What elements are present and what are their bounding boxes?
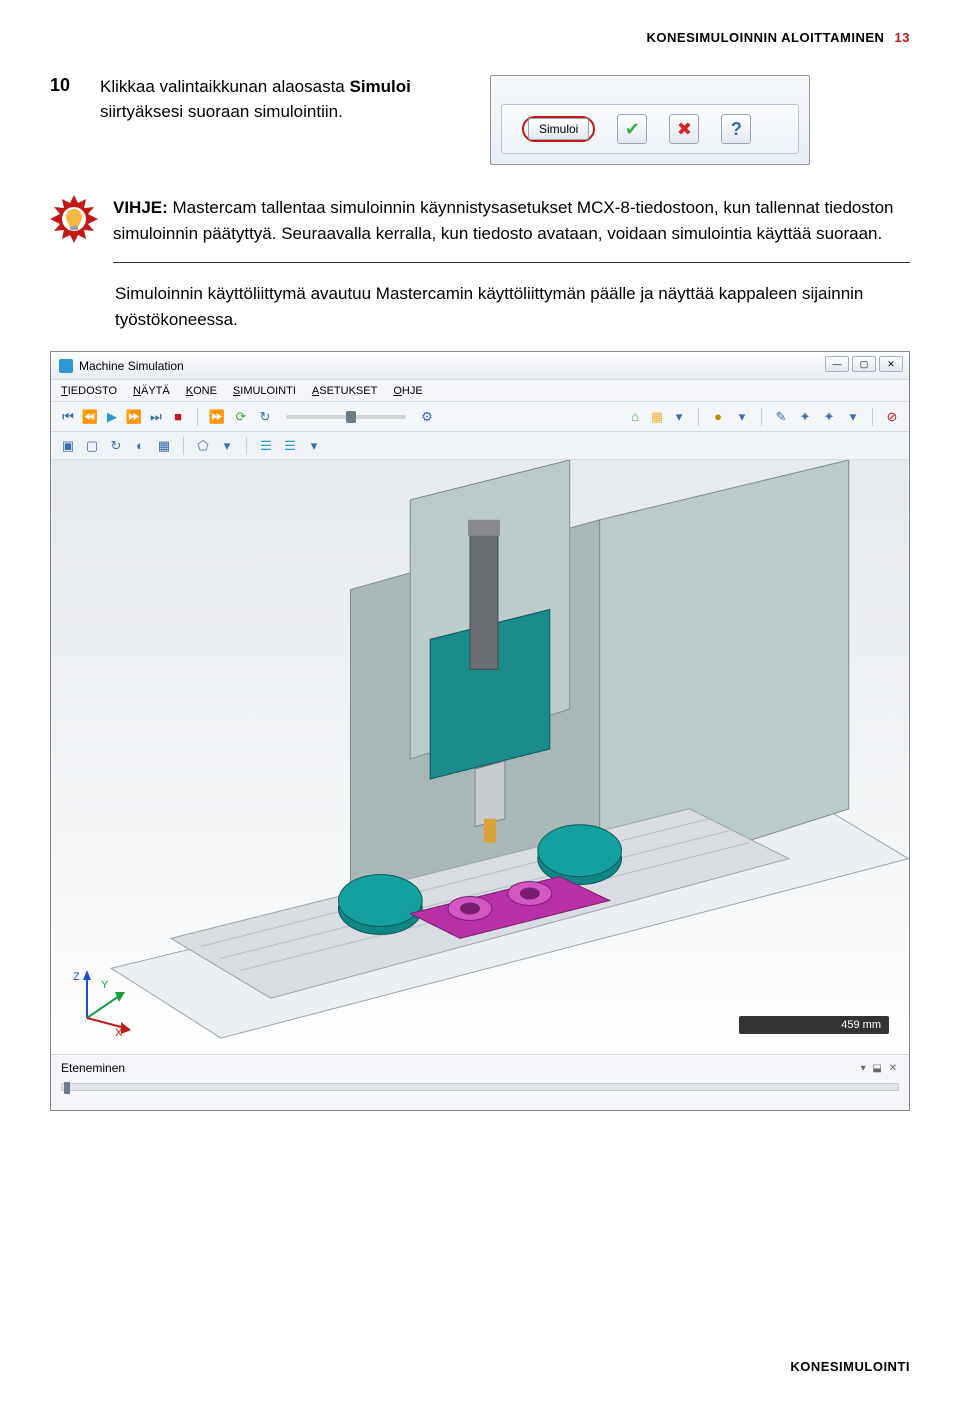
help-button[interactable]: ? [721,114,751,144]
toolbar-playback: ⏮ ⏪ ▶ ⏩ ⏭ ■ ⏩ ⟳ ↻ ⚙ ⌂ ▦ ▾ ● ▾ ✎ ✦ ✦ ▾ ⊘ [51,402,909,432]
x-icon: ✖ [677,119,692,140]
stop-red-icon[interactable]: ⊘ [883,408,901,426]
toolbar-separator [246,437,247,455]
dialog-screenshot: Simuloi ✔ ✖ ? [490,75,810,165]
progress-panel: Eteneminen ▾ ⬓ ✕ [51,1054,909,1110]
tip-icon [50,195,98,243]
palette-icon[interactable]: ▦ [648,408,666,426]
chevron-down-icon[interactable]: ▾ [844,408,862,426]
toolbar-separator [183,437,184,455]
menu-ohje[interactable]: OHJE [393,385,422,397]
chevron-down-icon[interactable]: ▾ [305,437,323,455]
progress-title: Eteneminen [61,1061,125,1075]
step-number: 10 [50,75,80,96]
app-screenshot: Machine Simulation — ▢ ✕ TIEDOSTO NÄYTÄ … [50,351,910,1111]
step-back-icon[interactable]: ⏪ [81,408,99,426]
toolbar-separator [761,408,762,426]
rotate-icon[interactable]: ↻ [107,437,125,455]
ok-button[interactable]: ✔ [617,114,647,144]
shade-icon[interactable]: ◐ [131,437,149,455]
after-tip-text: Simuloinnin käyttöliittymä avautuu Maste… [115,281,910,334]
refresh-icon[interactable]: ⟳ [232,408,250,426]
progress-slider[interactable] [61,1083,899,1091]
view-controls: ⌂ ▦ ▾ [626,408,688,426]
step-fwd-icon[interactable]: ⏩ [125,408,143,426]
question-icon: ? [731,119,742,140]
layers-icon[interactable]: ☰ [257,437,275,455]
chevron-down-icon[interactable]: ▾ [218,437,236,455]
page-header: KONESIMULOINNIN ALOITTAMINEN 13 [50,30,910,45]
app-icon [59,359,73,373]
tip-body: Mastercam tallentaa simuloinnin käynnist… [113,198,894,243]
tip-block: VIHJE: Mastercam tallentaa simuloinnin k… [50,195,910,263]
toolbar-separator [698,408,699,426]
home-icon[interactable]: ⌂ [626,408,644,426]
toolbar-display: ▣ ▢ ↻ ◐ ▦ ⬠ ▾ ☰ ☰ ▾ [51,432,909,460]
chevron-down-icon[interactable]: ▾ [733,408,751,426]
menu-asetukset[interactable]: ASETUKSET [312,385,377,397]
cancel-button[interactable]: ✖ [669,114,699,144]
viewport-3d[interactable]: Z Y X 459 mm [51,460,909,1054]
menubar: TIEDOSTO NÄYTÄ KONE SIMULOINTI ASETUKSET… [51,380,909,402]
window-title: Machine Simulation [79,359,184,373]
pentagon-icon[interactable]: ⬠ [194,437,212,455]
stop-icon[interactable]: ■ [169,408,187,426]
titlebar: Machine Simulation — ▢ ✕ [51,352,909,380]
tool-icon[interactable]: ✎ [772,408,790,426]
axis-triad: Z Y X [69,966,139,1036]
instruction-step: 10 Klikkaa valintaikkunan alaosasta Simu… [50,75,910,165]
maximize-button[interactable]: ▢ [852,356,876,372]
speed-slider[interactable] [286,415,406,419]
step-keyword: Simuloi [349,77,410,96]
skip-end-icon[interactable]: ⏭ [147,408,165,426]
toolbar-separator [872,408,873,426]
scale-label: 459 mm [841,1019,881,1031]
menu-simulointi[interactable]: SIMULOINTI [233,385,296,397]
scale-bar: 459 mm [739,1016,889,1034]
cube-outline-icon[interactable]: ▢ [83,437,101,455]
toolbar-separator [197,408,198,426]
loop-icon[interactable]: ↻ [256,408,274,426]
sun-bulb-icon [50,195,98,243]
menu-kone[interactable]: KONE [186,385,217,397]
menu-nayta[interactable]: NÄYTÄ [133,385,170,397]
panel-controls[interactable]: ▾ ⬓ ✕ [861,1063,899,1074]
axes-icon[interactable]: ✦ [796,408,814,426]
wire-icon[interactable]: ▦ [155,437,173,455]
section-title: KONESIMULOINNIN ALOITTAMINEN [647,30,885,45]
minimize-button[interactable]: — [825,356,849,372]
check-icon: ✔ [625,119,640,140]
axis-z-label: Z [73,971,80,983]
axes-icon[interactable]: ✦ [820,408,838,426]
close-button[interactable]: ✕ [879,356,903,372]
menu-tiedosto[interactable]: TIEDOSTO [61,385,117,397]
tip-text: VIHJE: Mastercam tallentaa simuloinnin k… [113,195,910,263]
skip-start-icon[interactable]: ⏮ [59,408,77,426]
step-text-before: Klikkaa valintaikkunan alaosasta [100,77,349,96]
axis-y-label: Y [101,979,109,991]
machine-render [51,460,909,1054]
gear-icon[interactable]: ⚙ [418,408,436,426]
step-text: Klikkaa valintaikkunan alaosasta Simuloi… [100,75,470,124]
chevron-down-icon[interactable]: ▾ [670,408,688,426]
dialog-button-row: Simuloi ✔ ✖ ? [501,104,799,154]
fast-fwd-icon[interactable]: ⏩ [208,408,226,426]
sphere-icon[interactable]: ● [709,408,727,426]
page-number: 13 [895,30,910,45]
cube-icon[interactable]: ▣ [59,437,77,455]
axis-x-label: X [115,1027,123,1036]
play-icon[interactable]: ▶ [103,408,121,426]
layers-icon[interactable]: ☰ [281,437,299,455]
footer-label: KONESIMULOINTI [790,1359,910,1374]
tip-label: VIHJE: [113,198,168,217]
playback-controls: ⏮ ⏪ ▶ ⏩ ⏭ ■ [59,408,187,426]
simulate-button-highlight: Simuloi [522,116,595,142]
simulate-button[interactable]: Simuloi [528,118,589,140]
step-text-after: siirtyäksesi suoraan simulointiin. [100,102,343,121]
window-controls: — ▢ ✕ [825,356,903,372]
